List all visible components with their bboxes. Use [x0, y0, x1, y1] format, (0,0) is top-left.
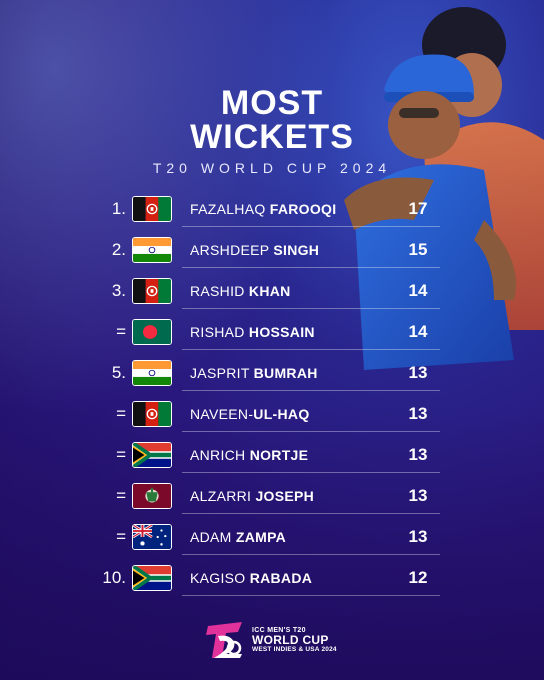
title-block: MOST WICKETS T20 WORLD CUP 2024 [0, 86, 544, 176]
rank: = [116, 403, 126, 423]
player-first-name: NAVEEN- [190, 405, 254, 422]
player-last-name: SINGH [273, 241, 320, 258]
wickets-count: 15 [408, 239, 428, 259]
rank: = [116, 444, 126, 464]
player-last-name: NORTJE [249, 446, 309, 463]
title-line-1: MOST [220, 84, 324, 122]
player-first-name: ARSHDEEP [190, 241, 270, 258]
player-last-name: ZAMPA [235, 528, 287, 545]
player-last-name: JOSEPH [255, 487, 315, 504]
player-name: NAVEEN-UL-HAQ [190, 406, 400, 422]
rank: = [116, 321, 126, 341]
south-africa-flag-icon [132, 441, 172, 468]
player-name: ALZARRI JOSEPH [190, 488, 400, 504]
player-name: RASHID KHAN [190, 283, 400, 299]
player-last-name: BUMRAH [253, 364, 318, 381]
list-item: 3. RASHID KHAN 14 [100, 270, 440, 311]
player-name: ADAM ZAMPA [190, 529, 400, 545]
player-first-name: ADAM [190, 528, 232, 545]
player-first-name: JASPRIT [190, 364, 250, 381]
player-name: FAZALHAQ FAROOQI [190, 201, 400, 217]
player-first-name: KAGISO [190, 569, 246, 586]
player-last-name: HOSSAIN [248, 323, 315, 340]
rank: = [116, 526, 126, 546]
australia-flag-icon [132, 523, 172, 550]
wickets-count: 17 [408, 198, 428, 218]
rank: 5. [111, 362, 126, 382]
player-last-name: KHAN [248, 282, 291, 299]
wickets-count: 13 [408, 362, 428, 382]
rank: 10. [102, 567, 126, 587]
wickets-list: 1. FAZALHAQ FAROOQI 17 2. ARSHDEEP SINGH 15 3.… [100, 188, 440, 598]
player-name: KAGISO RABADA [190, 570, 400, 586]
rank: 2. [111, 239, 126, 259]
rank: 1. [111, 198, 126, 218]
wickets-count: 13 [408, 485, 428, 505]
world-cup-logo: ICC MEN'S T20 WORLD CUP WEST INDIES & US… [204, 618, 354, 662]
bangladesh-flag-icon [132, 318, 172, 345]
player-last-name: RABADA [249, 569, 313, 586]
player-last-name: FAROOQI [269, 200, 337, 217]
rank: = [116, 485, 126, 505]
list-item: 5. JASPRIT BUMRAH 13 [100, 352, 440, 393]
player-first-name: RISHAD [190, 323, 245, 340]
rank: 3. [111, 280, 126, 300]
list-item: = ALZARRI JOSEPH 13 [100, 475, 440, 516]
t20-logo-icon [206, 622, 242, 658]
title-line-2: WICKETS [190, 118, 354, 156]
list-item: 10. KAGISO RABADA 12 [100, 557, 440, 598]
list-item: = NAVEEN-UL-HAQ 13 [100, 393, 440, 434]
logo-line-1: ICC MEN'S T20 [252, 626, 306, 634]
list-item: = ANRICH NORTJE 13 [100, 434, 440, 475]
player-first-name: RASHID [190, 282, 245, 299]
player-first-name: ALZARRI [190, 487, 252, 504]
logo-line-2: WORLD CUP [252, 632, 329, 647]
wickets-count: 13 [408, 526, 428, 546]
player-first-name: FAZALHAQ [190, 200, 266, 217]
afghanistan-flag-icon [132, 400, 172, 427]
logo-line-3: WEST INDIES & USA 2024 [252, 645, 337, 653]
afghanistan-flag-icon [132, 277, 172, 304]
players-photo [344, 7, 544, 370]
player-name: RISHAD HOSSAIN [190, 324, 400, 340]
afghanistan-flag-icon [132, 195, 172, 222]
wickets-count: 12 [408, 567, 428, 587]
wickets-count: 14 [408, 280, 428, 300]
india-flag-icon [132, 359, 172, 386]
subtitle: T20 WORLD CUP 2024 [152, 160, 392, 176]
list-item: 1. FAZALHAQ FAROOQI 17 [100, 188, 440, 229]
player-name: ARSHDEEP SINGH [190, 242, 400, 258]
india-flag-icon [132, 236, 172, 263]
player-first-name: ANRICH [190, 446, 246, 463]
list-item: = RISHAD HOSSAIN 14 [100, 311, 440, 352]
player-name: JASPRIT BUMRAH [190, 365, 400, 381]
player-last-name: UL-HAQ [253, 405, 310, 422]
player-name: ANRICH NORTJE [190, 447, 400, 463]
south-africa-flag-icon [132, 564, 172, 591]
wickets-count: 13 [408, 403, 428, 423]
list-item: = ADAM ZAMPA 13 [100, 516, 440, 557]
list-item: 2. ARSHDEEP SINGH 15 [100, 229, 440, 270]
west-indies-flag-icon [132, 482, 172, 509]
wickets-count: 13 [408, 444, 428, 464]
wickets-count: 14 [408, 321, 428, 341]
